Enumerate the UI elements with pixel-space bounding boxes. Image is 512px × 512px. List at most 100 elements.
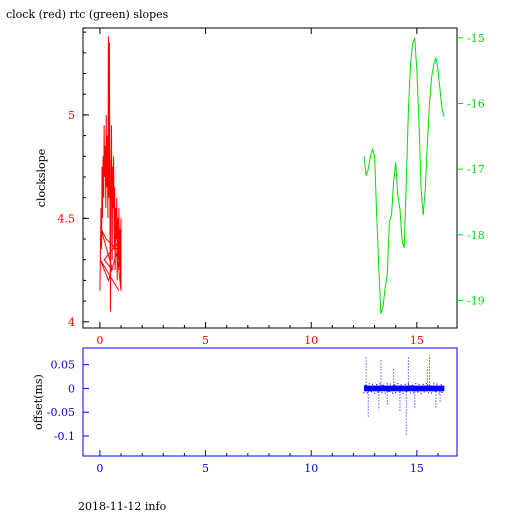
offset-point [409,392,412,394]
offset-dense-band [364,385,445,392]
offset-point [439,386,441,388]
bottom-y-tick-label: -0.1 [54,430,75,443]
top-plot-frame [82,27,458,329]
offset-point [441,391,443,393]
bottom-x-tick-label: 15 [410,462,424,475]
offset-point [394,384,396,386]
offset-point [417,391,419,393]
top-x-tick-label: 5 [202,334,209,347]
bottom-x-tick-label: 0 [96,462,103,475]
offset-point [384,392,386,394]
offset-panel: 0 5 10 15 0.05 0 -0.05 -0.1 offset(ms) [32,347,458,475]
offset-point [403,387,405,389]
offset-point [375,386,377,388]
offset-point [412,384,414,386]
offset-point [424,389,426,391]
offset-point [371,383,374,385]
offset-point [398,389,400,391]
offset-point [377,391,379,393]
offset-point [430,385,432,387]
offset-point [370,391,372,393]
offset-point [415,383,417,385]
clockslope-panel: 0 5 10 15 44.55 -15-16-17-18-19 clockslope [35,27,485,347]
bottom-y-tick-label: 0 [68,382,75,395]
offset-point [431,392,433,394]
offset-point [386,383,388,385]
offset-point [366,392,368,394]
top-right-y-tick-label: -18 [467,229,485,242]
offset-point [387,390,389,392]
offset-point [413,392,415,394]
rtc-slope-series [363,37,445,314]
clockslope-axis-label: clockslope [35,149,48,207]
offset-point [383,385,385,387]
offset-point [404,383,406,385]
offset-point [385,387,387,389]
offset-point [416,389,418,392]
offset-point [368,383,370,385]
offset-point [440,384,442,386]
offset-point [437,387,439,389]
bottom-y-axis: 0.05 0 -0.05 -0.1 [47,359,89,443]
bottom-plot-frame [82,347,458,457]
offset-point [378,389,380,391]
offset-point [392,392,394,394]
top-series-group [99,36,445,314]
offset-point [433,383,435,385]
offset-point [407,383,409,385]
bottom-y-tick-label: -0.05 [47,406,75,419]
top-left-y-tick-label: 4.5 [58,212,76,225]
offset-point [396,389,398,391]
offset-point [381,392,383,394]
offset-point [397,383,399,385]
bottom-series-group [363,355,445,437]
offset-point [390,387,393,389]
top-x-tick-label: 10 [304,334,318,347]
top-right-y-axis: -15 -16 -17 -18 -19 [457,32,485,307]
chart-title: clock (red) rtc (green) slopes [6,8,169,21]
offset-point [379,383,381,385]
offset-point [408,387,411,390]
offset-point [406,390,408,392]
offset-point [374,392,376,394]
offset-point [372,386,375,388]
bottom-x-axis: 0 5 10 15 [96,450,439,475]
top-x-axis: 0 5 10 15 [96,28,439,347]
offset-point [436,383,438,385]
offset-point [364,385,366,387]
offset-point [423,391,425,393]
offset-axis-label: offset(ms) [32,374,45,430]
offset-point [388,390,390,392]
offset-point [427,392,430,394]
offset-point [402,392,404,394]
offset-point [419,386,421,388]
offset-point [376,384,378,386]
top-right-y-tick-label: -16 [467,97,485,110]
offset-point [420,392,422,394]
top-x-tick-label: 15 [410,334,424,347]
offset-point [421,386,423,388]
bottom-y-tick-label: 0.05 [51,359,76,372]
offset-point [438,392,440,394]
offset-point [426,388,428,390]
offset-point [382,384,384,386]
top-left-y-tick-label: 5 [68,109,75,122]
top-left-y-axis: 44.55 [58,31,89,329]
offset-point [380,388,382,390]
offset-point [432,387,434,390]
top-right-y-tick-label: -15 [467,32,485,45]
top-right-y-tick-label: -19 [467,294,485,307]
offset-point [369,390,371,392]
top-x-tick-label: 0 [96,334,103,347]
offset-point [411,385,413,387]
offset-point [389,383,391,385]
offset-point [395,391,397,394]
top-right-y-tick-label: -17 [467,163,485,176]
offset-point [425,383,427,385]
offset-point [400,384,402,386]
footer-date: 2018-11-12 info [78,500,167,512]
offset-point [434,390,436,392]
top-left-y-tick-label: 4 [68,316,75,329]
offset-point [393,385,395,387]
